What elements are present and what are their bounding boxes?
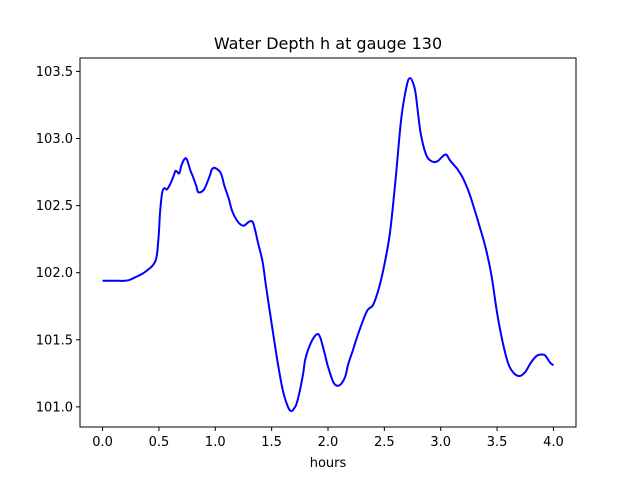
y-tick-label: 102.0 (36, 266, 73, 281)
x-axis-label: hours (310, 456, 347, 471)
y-tick-label: 103.5 (36, 65, 73, 80)
y-tick-label: 103.0 (36, 132, 73, 147)
y-axis: 101.0 101.5 102.0 102.5 103.0 103.5 (36, 65, 80, 415)
x-tick-label: 1.5 (261, 435, 282, 450)
x-tick-label: 1.0 (205, 435, 226, 450)
y-tick-label: 101.0 (36, 400, 73, 415)
x-tick-label: 0.0 (92, 435, 113, 450)
x-tick-label: 4.0 (543, 435, 564, 450)
x-tick-label: 2.5 (374, 435, 395, 450)
x-tick-label: 2.0 (318, 435, 339, 450)
series-line (102, 77, 555, 412)
x-axis: 0.0 0.5 1.0 1.5 2.0 2.5 3.0 3.5 4.0 (92, 427, 564, 450)
x-tick-label: 3.5 (487, 435, 508, 450)
y-tick-label: 101.5 (36, 333, 73, 348)
y-tick-label: 102.5 (36, 199, 73, 214)
x-tick-label: 3.0 (430, 435, 451, 450)
plot-area (80, 58, 576, 427)
chart-title: Water Depth h at gauge 130 (214, 34, 442, 53)
x-tick-label: 0.5 (149, 435, 170, 450)
plot-frame (79, 57, 577, 428)
